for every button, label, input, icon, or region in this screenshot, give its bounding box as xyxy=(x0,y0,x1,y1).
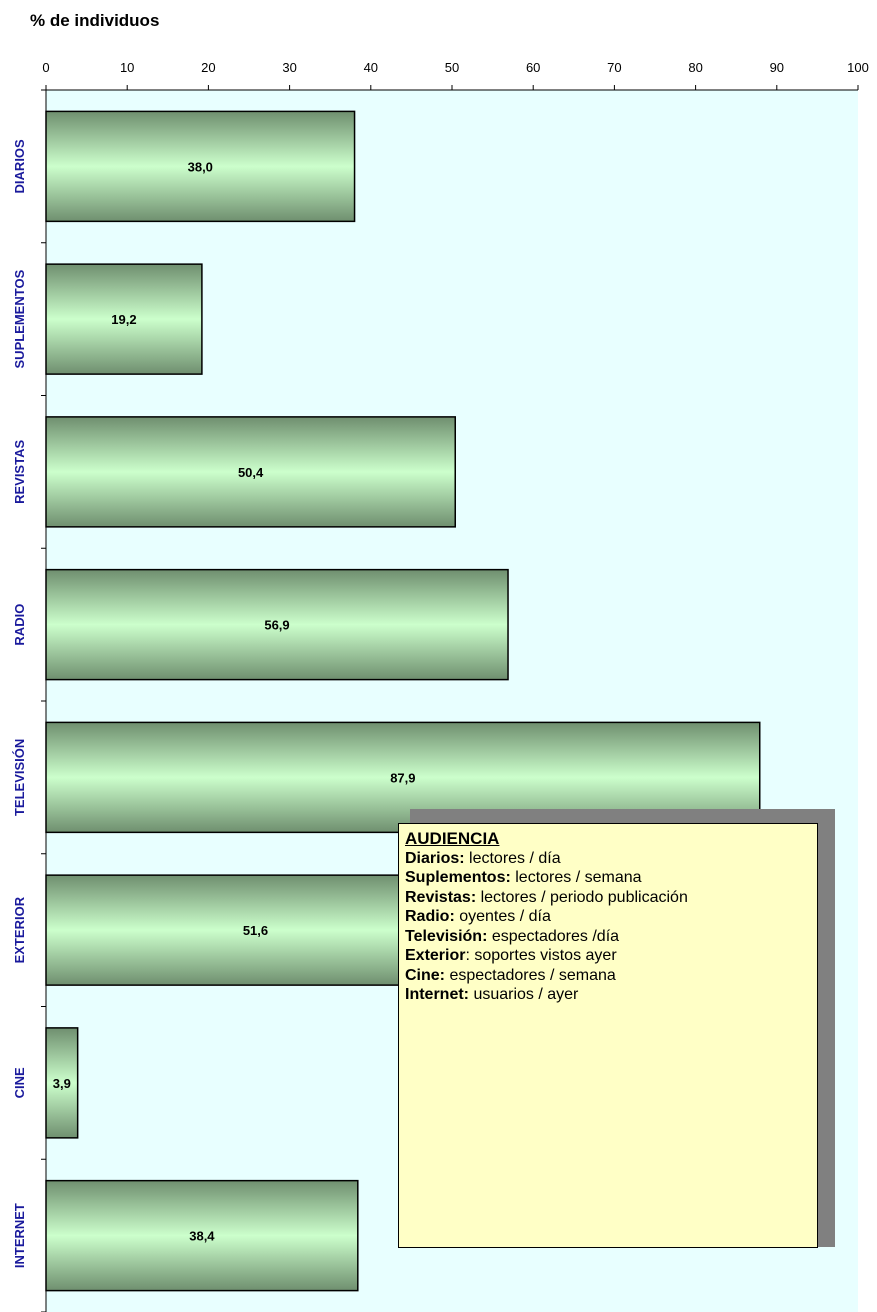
bar-value-label: 3,9 xyxy=(53,1076,71,1091)
note-text: lectores / periodo publicación xyxy=(476,888,688,906)
note-key: Televisión: xyxy=(405,927,488,945)
x-axis-ticks: 0 10 20 30 40 50 60 70 80 90 100 xyxy=(42,60,869,90)
bar-value-label: 19,2 xyxy=(111,312,136,327)
x-tick-label: 50 xyxy=(445,60,459,75)
note-row: Radio: oyentes / día xyxy=(405,907,811,927)
note-text: lectores / semana xyxy=(510,869,642,886)
category-label: EXTERIOR xyxy=(12,896,27,963)
note-text: lectores / día xyxy=(464,849,561,867)
x-tick-label: 0 xyxy=(42,60,49,75)
note-rows: Diarios: lectores / día Suplementos: lect… xyxy=(405,849,811,1005)
note-key: Exterior xyxy=(405,947,466,964)
bar xyxy=(45,874,466,986)
bar xyxy=(45,416,456,528)
x-tick-label: 30 xyxy=(282,60,296,75)
note-key: Diarios: xyxy=(405,849,465,867)
note-key: Radio: xyxy=(405,908,455,925)
x-tick-label: 80 xyxy=(688,60,702,75)
x-tick-label: 20 xyxy=(201,60,215,75)
note-key: Suplementos: xyxy=(405,869,511,886)
x-tick-label: 60 xyxy=(526,60,540,75)
category-label: SUPLEMENTOS xyxy=(12,269,27,368)
note-text: oyentes / día xyxy=(454,908,551,925)
category-label: CINE xyxy=(12,1067,27,1098)
note-row: Internet: usuarios / ayer xyxy=(405,985,811,1005)
category-label: DIARIOS xyxy=(12,139,27,194)
bar-value-label: 38,0 xyxy=(188,159,213,174)
note-row: Exterior: soportes vistos ayer xyxy=(405,946,811,966)
x-tick-label: 90 xyxy=(770,60,784,75)
audience-note: AUDIENCIA Diarios: lectores / día Supleme… xyxy=(398,823,818,1248)
x-tick-label: 100 xyxy=(847,60,869,75)
x-tick-label: 10 xyxy=(120,60,134,75)
note-key: Revistas: xyxy=(405,888,477,906)
bar-value-label: 56,9 xyxy=(264,618,289,633)
bar xyxy=(45,1179,359,1292)
note-text: espectadores /día xyxy=(487,927,620,945)
x-axis-title: % de individuos xyxy=(30,11,159,30)
note-row: Televisión: espectadores /día xyxy=(405,927,811,947)
bar xyxy=(45,263,203,375)
bar-value-label: 87,9 xyxy=(390,770,415,785)
note-text: usuarios / ayer xyxy=(469,986,579,1003)
x-tick-label: 40 xyxy=(364,60,378,75)
note-row: Cine: espectadores / semana xyxy=(405,966,811,986)
bar xyxy=(45,110,356,223)
note-text: : soportes vistos ayer xyxy=(465,947,617,964)
category-label: TELEVISIÓN xyxy=(12,739,27,816)
note-key: Internet: xyxy=(405,986,469,1003)
category-label: INTERNET xyxy=(12,1203,27,1268)
bar-value-label: 51,6 xyxy=(243,923,268,938)
note-row: Revistas: lectores / periodo publicación xyxy=(405,888,811,908)
note-text: espectadores / semana xyxy=(445,966,616,984)
note-key: Cine: xyxy=(405,966,445,984)
note-title: AUDIENCIA xyxy=(405,829,500,848)
bar-value-label: 50,4 xyxy=(238,465,264,480)
x-tick-label: 70 xyxy=(607,60,621,75)
note-row: Suplementos: lectores / semana xyxy=(405,868,811,888)
note-row: Diarios: lectores / día xyxy=(405,849,811,869)
category-label: RADIO xyxy=(12,604,27,646)
category-label: REVISTAS xyxy=(12,440,27,504)
bar-value-label: 38,4 xyxy=(189,1229,215,1244)
bar xyxy=(45,568,509,681)
